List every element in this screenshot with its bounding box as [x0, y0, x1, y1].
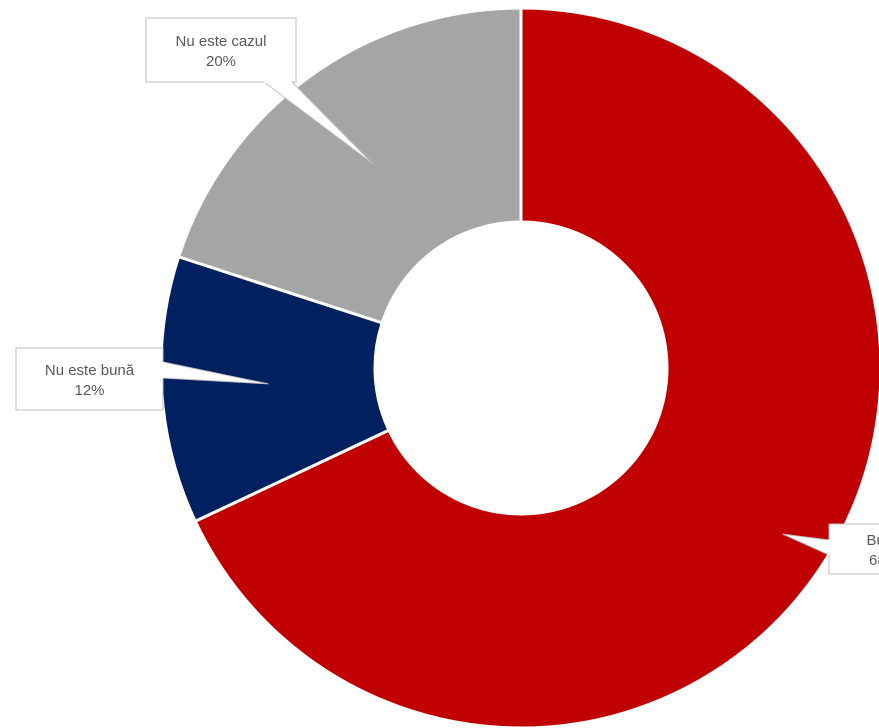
- slice-nu-este-buna: [159, 255, 391, 523]
- callout-label-nu-este-cazul: Nu este cazul: [176, 33, 267, 50]
- callouts-group: Bună 68% Nu este bună 12% Nu este cazul 20%: [15, 17, 879, 575]
- slice-buna: [193, 6, 879, 728]
- slice-nu-este-cazul: [177, 6, 523, 325]
- callout-nu-este-cazul: Nu este cazul 20%: [145, 17, 373, 164]
- callout-label-nu-este-buna: Nu este bună: [45, 362, 135, 379]
- callout-label-buna: Bună: [866, 532, 879, 549]
- callout-buna: Bună 68%: [782, 523, 879, 575]
- callout-nu-este-buna: Nu este bună 12%: [15, 347, 269, 411]
- callout-value-buna: 68%: [869, 552, 879, 569]
- callout-value-nu-este-buna: 12%: [74, 382, 104, 399]
- slices-group: [159, 6, 879, 728]
- callout-box-nu-este-buna: [15, 347, 164, 411]
- callout-box-nu-este-cazul: [145, 17, 297, 83]
- callout-value-nu-este-cazul: 20%: [206, 53, 236, 70]
